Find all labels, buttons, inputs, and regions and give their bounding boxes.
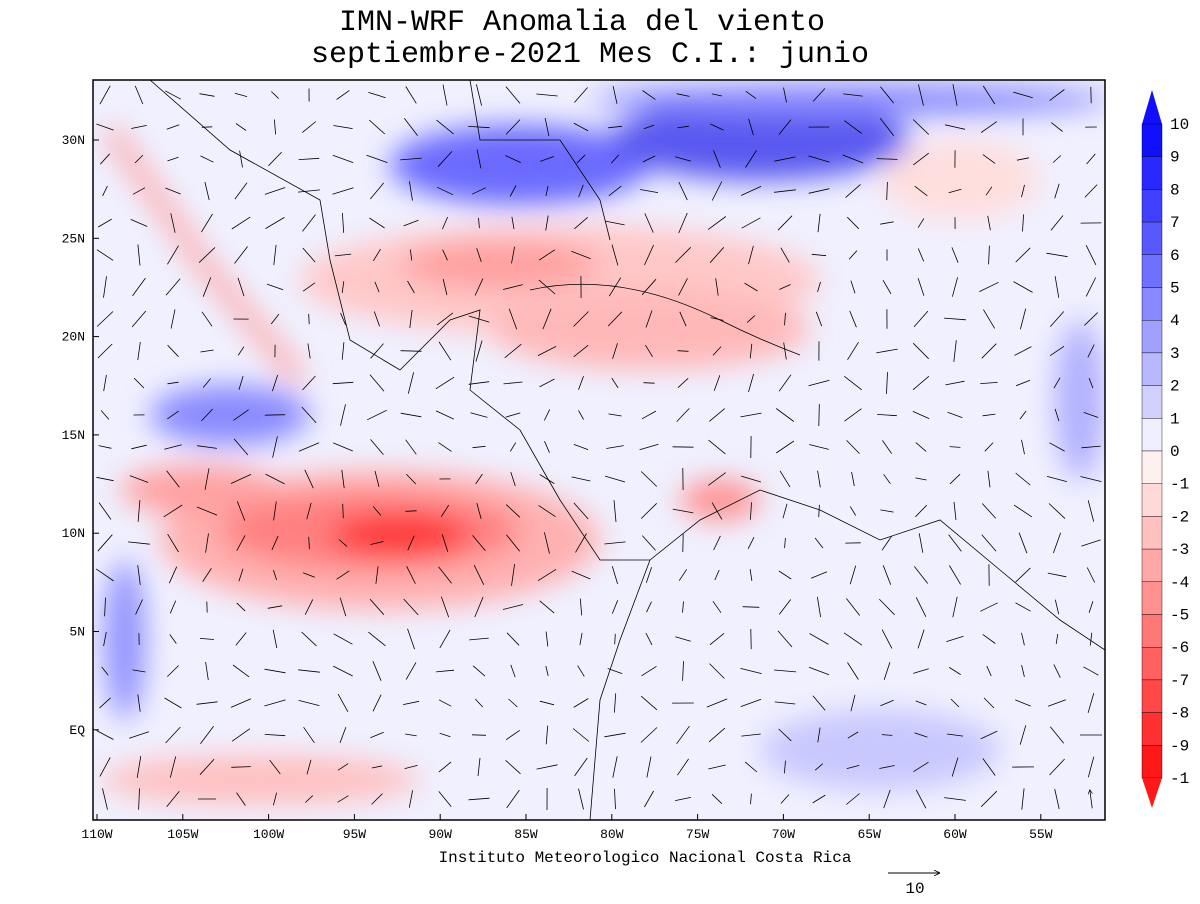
lon-label: 100W [253,827,284,842]
colorbar-swatch [1141,581,1163,615]
colorbar-swatch [1141,548,1163,582]
colorbar-label: 4 [1170,312,1180,330]
colorbar-label: -1 [1170,476,1189,494]
colorbar-arrow [1142,778,1162,808]
lon-label: 80W [600,827,624,842]
colorbar-swatch [1141,254,1163,288]
lat-label: 15N [62,428,85,443]
colorbar-label: -6 [1170,639,1189,657]
colorbar-swatch [1141,745,1163,779]
lon-label: 75W [686,827,710,842]
colorbar-arrow [1142,90,1162,124]
colorbar-label: 0 [1170,443,1180,461]
wind-vectors [95,84,1102,811]
colorbar-label: 3 [1170,345,1180,363]
colorbar-label: 6 [1170,247,1180,265]
colorbar-swatch [1141,287,1163,321]
reference-label: 10 [905,880,924,898]
colorbar-label: 5 [1170,280,1180,298]
colorbar-swatch [1141,352,1163,386]
lon-label: 55W [1029,827,1053,842]
lon-label: 85W [514,827,538,842]
colorbar-swatch [1141,516,1163,550]
colorbar-swatch [1141,221,1163,256]
lat-label: 5N [69,625,85,640]
colorbar-label: -4 [1170,574,1189,592]
colorbar-swatch [1141,712,1163,746]
colorbar-swatch [1141,156,1163,190]
title-line: septiembre-2021 Mes C.I.: junio [311,38,869,72]
colorbar-label: -3 [1170,541,1189,559]
colorbar-label: -7 [1170,672,1189,690]
colorbar-label: 1 [1170,410,1180,428]
anomaly-field [93,80,1105,820]
colorbar-swatch [1141,614,1163,648]
lon-label: 70W [772,827,796,842]
lat-label: 25N [62,231,85,246]
lon-label: 95W [343,827,367,842]
lat-label: 20N [62,330,85,345]
lon-label: 105W [167,827,198,842]
lat-label: 30N [62,133,85,148]
colorbar-label: 7 [1170,214,1180,232]
colorbar-label: -5 [1170,607,1189,625]
coastline [149,80,1105,820]
colorbar-label: -2 [1170,508,1189,526]
colorbar-label: 10 [1170,116,1189,134]
lon-label: 65W [857,827,881,842]
colorbar-swatch [1141,647,1163,681]
lat-label: EQ [69,723,85,738]
lon-label: 90W [428,827,452,842]
colorbar-swatch [1141,450,1163,484]
colorbar-label: -9 [1170,737,1189,755]
colorbar-label: 2 [1170,378,1180,396]
colorbar-label: -1 [1170,770,1189,788]
colorbar-swatch [1141,483,1163,517]
lon-label: 60W [943,827,967,842]
colorbar-label: 8 [1170,181,1180,199]
lat-label: 10N [62,526,85,541]
colorbar-label: 9 [1170,149,1180,167]
colorbar-swatch [1141,123,1163,157]
colorbar-label: -8 [1170,705,1189,723]
footer: Instituto Meteorologico Nacional Costa R… [439,849,852,867]
title-line: IMN-WRF Anomalia del viento [339,6,825,40]
plot-frame [92,79,1106,821]
lon-label: 110W [81,827,112,842]
colorbar-swatch [1141,418,1163,452]
colorbar-swatch [1141,679,1163,713]
colorbar-swatch [1141,320,1163,354]
colorbar-swatch [1141,385,1163,419]
colorbar-swatch [1141,189,1163,223]
